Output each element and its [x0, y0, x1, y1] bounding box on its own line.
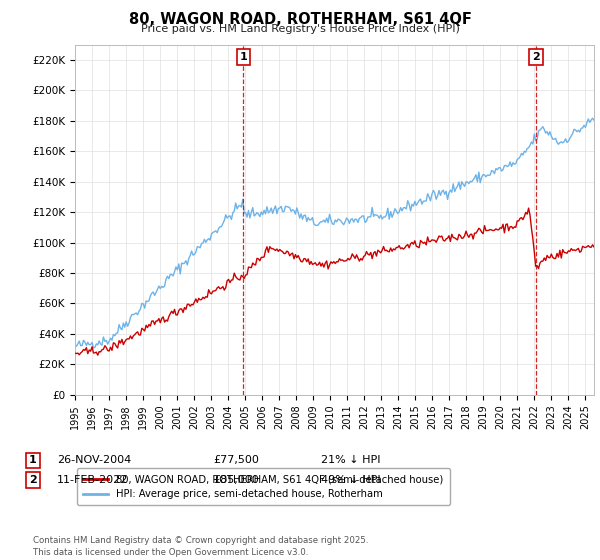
Text: 11-FEB-2022: 11-FEB-2022: [57, 475, 128, 485]
Legend: 80, WAGON ROAD, ROTHERHAM, S61 4QF (semi-detached house), HPI: Average price, se: 80, WAGON ROAD, ROTHERHAM, S61 4QF (semi…: [77, 468, 449, 505]
Text: 1: 1: [239, 52, 247, 62]
Text: 80, WAGON ROAD, ROTHERHAM, S61 4QF: 80, WAGON ROAD, ROTHERHAM, S61 4QF: [128, 12, 472, 27]
Text: 26-NOV-2004: 26-NOV-2004: [57, 455, 131, 465]
Text: Contains HM Land Registry data © Crown copyright and database right 2025.
This d: Contains HM Land Registry data © Crown c…: [33, 536, 368, 557]
Text: £85,000: £85,000: [213, 475, 259, 485]
Text: Price paid vs. HM Land Registry's House Price Index (HPI): Price paid vs. HM Land Registry's House …: [140, 24, 460, 34]
Text: £77,500: £77,500: [213, 455, 259, 465]
Text: 21% ↓ HPI: 21% ↓ HPI: [321, 455, 380, 465]
Text: 49% ↓ HPI: 49% ↓ HPI: [321, 475, 380, 485]
Text: 2: 2: [29, 475, 37, 485]
Text: 1: 1: [29, 455, 37, 465]
Text: 2: 2: [532, 52, 540, 62]
